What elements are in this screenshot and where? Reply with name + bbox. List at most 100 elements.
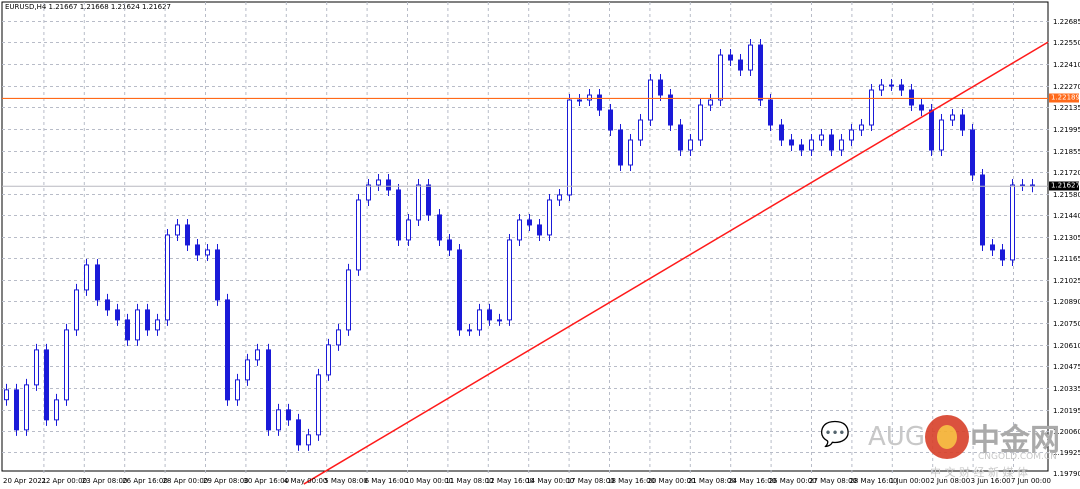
candle-bearish: [457, 249, 462, 331]
candle-bearish: [829, 134, 834, 151]
x-tick-label: 17 May 08:00: [566, 477, 615, 485]
candle-bullish: [939, 119, 944, 151]
x-tick-label: 18 May 16:00: [607, 477, 656, 485]
candle-bearish: [990, 244, 995, 251]
candle-bullish: [24, 384, 29, 431]
candle-bullish: [135, 309, 140, 341]
candle-bullish: [306, 434, 311, 446]
candle-bearish: [768, 99, 773, 126]
x-tick-label: 29 Apr 08:00: [203, 477, 249, 485]
candle-bearish: [225, 299, 230, 401]
candle-bearish: [668, 94, 673, 126]
candle-bullish: [64, 329, 69, 401]
candle-bearish: [396, 189, 401, 241]
candle-bullish: [34, 349, 39, 386]
candle-bearish: [44, 349, 49, 421]
candle-bullish: [547, 199, 552, 236]
watermark-brand: 中金网: [970, 423, 1060, 458]
candle-bearish: [487, 309, 492, 321]
y-tick-label: 1.19925: [1053, 448, 1080, 457]
candle-bearish: [386, 179, 391, 191]
y-tick-label: 1.22550: [1053, 38, 1080, 47]
x-tick-label: 21 May 08:00: [687, 477, 736, 485]
y-tick-label: 1.21440: [1053, 211, 1080, 220]
x-tick-label: 24 May 16:00: [728, 477, 777, 485]
candle-bullish: [648, 79, 653, 121]
x-tick-label: 28 Apr 00:00: [162, 477, 209, 485]
candle-bullish: [1010, 184, 1015, 261]
y-tick-label: 1.22685: [1053, 17, 1080, 26]
x-tick-label: 27 May 08:00: [809, 477, 858, 485]
y-tick-label: 1.20890: [1053, 297, 1080, 306]
candle-bullish: [839, 139, 844, 151]
candle-bearish: [929, 109, 934, 151]
candle-bearish: [266, 349, 271, 431]
candle-bearish: [447, 239, 452, 251]
x-tick-label: 6 May 16:00: [364, 477, 409, 485]
y-tick-label: 1.22135: [1053, 103, 1080, 112]
candle-bearish: [14, 389, 19, 431]
candle-bearish: [105, 299, 110, 311]
candle-bullish: [809, 139, 814, 151]
candle-bullish: [175, 224, 180, 236]
candle-bullish: [155, 319, 160, 331]
candle-bullish: [4, 389, 9, 401]
candle-bullish: [748, 44, 753, 71]
y-tick-label: 1.21025: [1053, 276, 1080, 285]
candle-bullish: [165, 234, 170, 321]
y-tick-label: 1.21720: [1053, 168, 1080, 177]
candle-bearish: [286, 409, 291, 421]
candle-bearish: [980, 174, 985, 246]
x-tick-label: 5 May 08:00: [324, 477, 368, 485]
candle-bullish: [497, 319, 502, 322]
candles: [4, 39, 1035, 451]
candle-bearish: [597, 94, 602, 111]
y-tick-label: 1.20195: [1053, 406, 1080, 415]
candle-bullish: [708, 99, 713, 106]
candle-bearish: [115, 309, 120, 321]
candle-bearish: [185, 224, 190, 246]
x-tick-label: 26 May 00:00: [768, 477, 817, 485]
y-tick-label: 1.21165: [1053, 254, 1080, 263]
candle-bearish: [919, 104, 924, 111]
candle-bullish: [849, 129, 854, 141]
grid: [2, 2, 1052, 474]
trendline: [303, 41, 1049, 485]
candle-bearish: [195, 244, 200, 256]
candle-bullish: [84, 264, 89, 291]
candle-bullish: [205, 249, 210, 256]
candle-bullish: [54, 399, 59, 421]
candle-bullish: [587, 94, 592, 101]
candle-bearish: [678, 124, 683, 151]
y-tick-label: 1.20060: [1053, 427, 1080, 436]
horizontal-line-price-tag: 1.22189: [1049, 93, 1080, 103]
candle-bearish: [437, 214, 442, 241]
y-tick-label: 1.19790: [1053, 469, 1080, 478]
x-tick-label: 11 May 08:00: [445, 477, 494, 485]
candle-bearish: [899, 84, 904, 91]
plot-border: [1, 1, 1049, 472]
x-tick-label: 3 Jun 16:00: [970, 477, 1011, 485]
candle-bullish: [859, 124, 864, 131]
current-price-tag: 1.21627: [1049, 181, 1080, 191]
candle-bearish: [125, 319, 130, 341]
watermark-domain: CNGOLD.COM.CN: [978, 452, 1057, 462]
candle-bearish: [789, 139, 794, 146]
candle-bearish: [618, 129, 623, 166]
candle-bullish: [416, 184, 421, 221]
chart-title: EURUSD,H4 1.21667 1.21668 1.21624 1.2162…: [5, 3, 171, 11]
candle-bearish: [738, 59, 743, 71]
x-tick-label: 10 May 00:00: [405, 477, 454, 485]
candle-bullish: [326, 344, 331, 376]
candle-bearish: [296, 419, 301, 446]
watermark-slogan: 中 文 财 经 新 媒 体: [930, 466, 1028, 479]
candle-bullish: [819, 134, 824, 141]
candle-bullish: [336, 329, 341, 346]
candle-bearish: [145, 309, 150, 331]
candle-bullish: [577, 99, 582, 102]
candle-bearish: [728, 54, 733, 61]
candle-bullish: [718, 54, 723, 101]
candle-bullish: [879, 84, 884, 91]
